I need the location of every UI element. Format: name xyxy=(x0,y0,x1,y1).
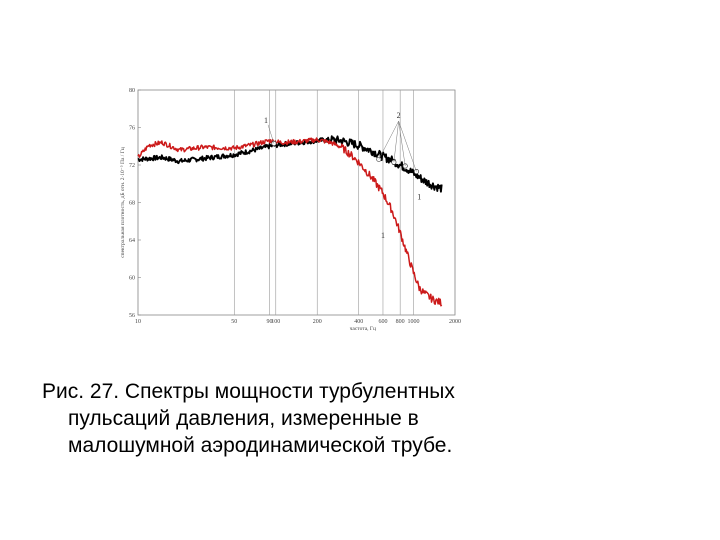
x-tick-label: 100 xyxy=(271,319,280,325)
spectrum-figure: 10 50 90 100 200 400 600 800 1000 2000 56 60 64 68 72 7… xyxy=(112,84,462,334)
annotation-leader xyxy=(398,121,406,166)
annotation-label: 1 xyxy=(381,231,385,240)
x-tick-label: 50 xyxy=(231,319,237,325)
annotation-leader xyxy=(393,121,399,163)
x-tick-label: 200 xyxy=(313,319,322,325)
caption-line-3: малошумной аэродинамической трубе. xyxy=(68,434,453,457)
y-tick-label: 56 xyxy=(129,313,135,319)
x-tick-label: 600 xyxy=(378,319,387,325)
y-tick-label: 68 xyxy=(129,201,135,207)
annotation-label: 2 xyxy=(397,111,401,120)
y-tick-label: 72 xyxy=(129,163,135,169)
annotation-leader xyxy=(378,121,399,160)
caption-line-1: Рис. 27. Спектры мощности турбулентных xyxy=(42,380,455,403)
data-marker xyxy=(271,140,277,146)
y-tick-label: 76 xyxy=(129,126,135,132)
annotation-label: 1 xyxy=(264,116,268,125)
series-line-1 xyxy=(137,137,443,307)
y-axis-title: спектральная плотность, дБ отн. 2·10⁻⁵ П… xyxy=(120,147,126,258)
annotation-label: 1 xyxy=(417,193,421,202)
x-tick-label: 400 xyxy=(354,319,363,325)
x-tick-label: 2000 xyxy=(449,319,461,325)
y-tick-label: 60 xyxy=(129,276,135,282)
y-tick-label: 80 xyxy=(129,88,135,94)
figure-caption: Рис. 27. Спектры мощности турбулентных п… xyxy=(42,378,682,459)
x-tick-label: 90 xyxy=(266,319,272,325)
annotation-leader xyxy=(398,121,417,172)
x-tick-label: 1000 xyxy=(408,319,420,325)
plot-frame xyxy=(137,89,456,316)
x-tick-label: 800 xyxy=(396,319,405,325)
x-tick-label: 10 xyxy=(135,319,141,325)
series-line-2 xyxy=(137,135,443,193)
annotation-leader xyxy=(267,124,275,144)
x-axis-title: частота, Гц xyxy=(350,326,376,332)
y-tick-label: 64 xyxy=(129,238,135,244)
caption-line-2: пульсаций давления, измеренные в xyxy=(68,407,419,430)
